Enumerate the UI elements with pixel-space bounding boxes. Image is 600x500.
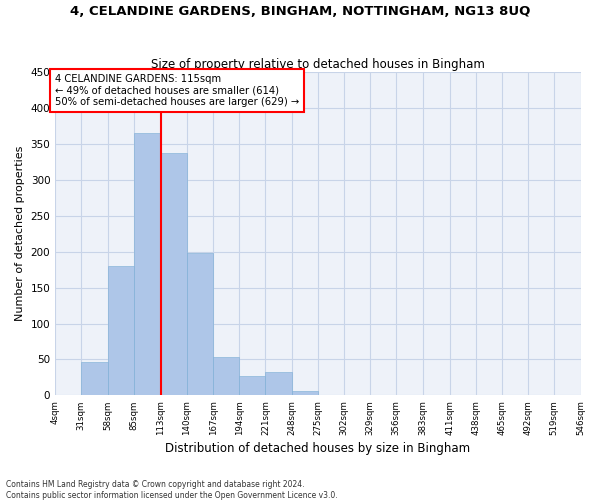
Bar <box>213 358 239 396</box>
Text: Contains HM Land Registry data © Crown copyright and database right 2024.
Contai: Contains HM Land Registry data © Crown c… <box>6 480 338 500</box>
Bar <box>187 253 213 396</box>
Bar <box>107 266 134 396</box>
Bar <box>134 133 160 396</box>
Text: 4 CELANDINE GARDENS: 115sqm
← 49% of detached houses are smaller (614)
50% of se: 4 CELANDINE GARDENS: 115sqm ← 49% of det… <box>55 74 299 107</box>
Bar <box>239 376 265 396</box>
Y-axis label: Number of detached properties: Number of detached properties <box>15 146 25 322</box>
Bar <box>161 152 187 396</box>
X-axis label: Distribution of detached houses by size in Bingham: Distribution of detached houses by size … <box>165 442 470 455</box>
Bar <box>292 391 318 396</box>
Text: 4, CELANDINE GARDENS, BINGHAM, NOTTINGHAM, NG13 8UQ: 4, CELANDINE GARDENS, BINGHAM, NOTTINGHA… <box>70 5 530 18</box>
Bar <box>265 372 292 396</box>
Title: Size of property relative to detached houses in Bingham: Size of property relative to detached ho… <box>151 58 485 71</box>
Bar <box>82 362 107 396</box>
